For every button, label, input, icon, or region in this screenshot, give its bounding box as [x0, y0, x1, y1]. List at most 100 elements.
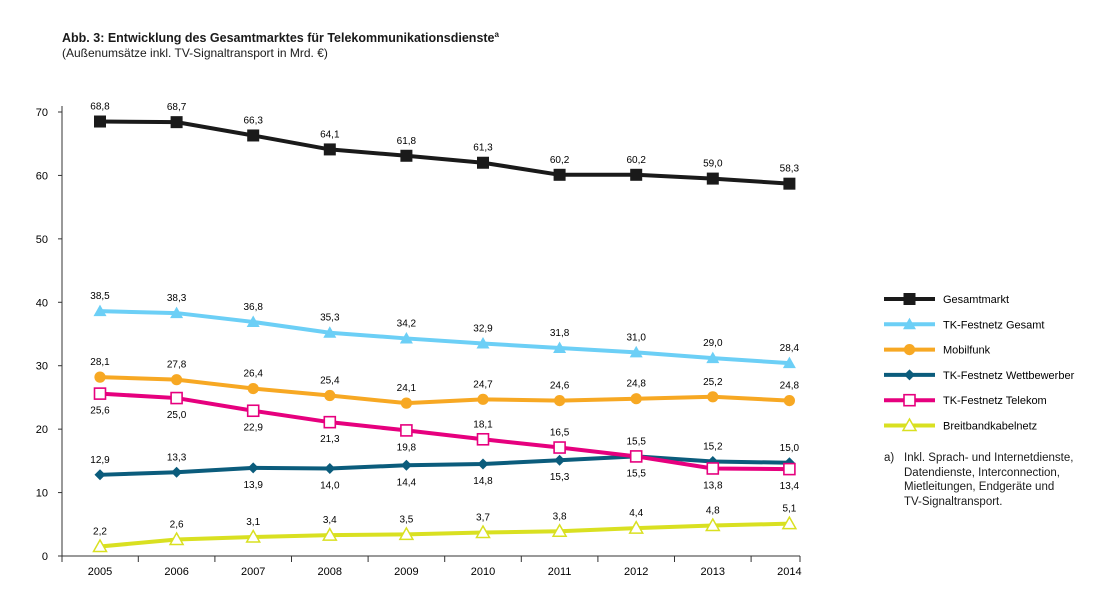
series-markers [92, 115, 798, 553]
data-label-mobilfunk: 25,4 [320, 376, 340, 387]
footnote-text: Inkl. Sprach- und Internetdienste, Daten… [904, 451, 1103, 509]
data-point-gesamtmarkt [706, 172, 719, 185]
y-tick-label: 60 [36, 170, 48, 182]
data-label-tk-festnetz-gesamt: 34,2 [397, 318, 417, 329]
data-point-gesamtmarkt [170, 116, 183, 129]
y-tick-label: 10 [36, 488, 48, 500]
chart-title: Abb. 3: Entwicklung des Gesamtmarktes fü… [62, 30, 499, 46]
data-point-tk-festnetz-gesamt [706, 351, 720, 364]
data-label-breitbandkabelnetz: 3,5 [399, 514, 413, 525]
data-point-tk-festnetz-gesamt [323, 326, 337, 338]
data-label-tk-festnetz-wettbewerber: 14,8 [473, 476, 493, 487]
data-label-tk-festnetz-telekom: 16,5 [550, 428, 570, 439]
data-label-gesamtmarkt: 61,8 [397, 136, 417, 147]
legend-item-tk-festnetz-wettbewerber: TK-Festnetz Wettbewerber [884, 369, 1075, 382]
data-point-breitbandkabelnetz [628, 520, 644, 534]
data-point-tk-festnetz-wettbewerber [554, 454, 566, 466]
data-label-breitbandkabelnetz: 3,8 [553, 511, 567, 522]
data-label-tk-festnetz-telekom: 15,5 [626, 468, 646, 479]
data-point-gesamtmarkt [400, 149, 413, 162]
data-point-tk-festnetz-gesamt [93, 304, 107, 317]
series-line-gesamtmarkt [98, 119, 792, 186]
x-tick-label: 2013 [701, 566, 725, 578]
data-point-tk-festnetz-telekom [400, 424, 413, 437]
data-label-breitbandkabelnetz: 2,6 [170, 520, 184, 531]
data-label-tk-festnetz-gesamt: 38,3 [167, 293, 187, 304]
data-label-mobilfunk: 24,1 [397, 383, 417, 394]
legend-label: Breitbandkabelnetz [943, 421, 1037, 433]
legend-item-breitbandkabelnetz: Breitbandkabelnetz [884, 417, 1037, 433]
data-label-mobilfunk: 27,8 [167, 360, 187, 371]
data-label-gesamtmarkt: 59,0 [703, 159, 723, 170]
data-point-breitbandkabelnetz [475, 524, 491, 539]
data-label-tk-festnetz-gesamt: 31,0 [626, 332, 646, 343]
y-tick-label: 30 [36, 361, 48, 373]
chart-subtitle: (Außenumsätze inkl. TV-Signaltransport i… [62, 46, 328, 60]
data-label-mobilfunk: 24,7 [473, 379, 493, 390]
data-label-tk-festnetz-wettbewerber: 14,4 [397, 477, 417, 488]
data-label-tk-festnetz-wettbewerber: 14,0 [320, 480, 340, 491]
data-label-mobilfunk: 24,6 [550, 381, 570, 392]
data-point-mobilfunk [400, 397, 412, 409]
data-point-breitbandkabelnetz [168, 531, 185, 546]
data-label-tk-festnetz-wettbewerber: 13,9 [243, 480, 263, 491]
legend-label: TK-Festnetz Telekom [943, 395, 1047, 407]
data-point-tk-festnetz-wettbewerber [477, 458, 489, 470]
footnote-line: Datendienste, Interconnection, [904, 466, 1060, 479]
data-label-gesamtmarkt: 61,3 [473, 143, 493, 154]
data-point-tk-festnetz-telekom [93, 387, 107, 400]
data-label-mobilfunk: 25,2 [703, 377, 723, 388]
data-point-mobilfunk [324, 389, 336, 402]
data-label-tk-festnetz-gesamt: 32,9 [473, 324, 493, 335]
data-point-breitbandkabelnetz [705, 517, 721, 532]
legend-marker [904, 369, 915, 381]
y-tick-label: 0 [42, 551, 48, 563]
data-point-gesamtmarkt [323, 143, 336, 156]
footnote-line: TV-Signaltransport. [904, 495, 1003, 508]
data-point-mobilfunk [171, 374, 183, 386]
data-point-mobilfunk [477, 393, 489, 405]
data-point-gesamtmarkt [553, 168, 566, 181]
legend-item-tk-festnetz-gesamt: TK-Festnetz Gesamt [884, 317, 1044, 331]
data-label-gesamtmarkt: 64,1 [320, 129, 340, 140]
x-tick-label: 2008 [318, 566, 342, 578]
data-point-gesamtmarkt [247, 129, 260, 142]
data-point-gesamtmarkt [630, 168, 643, 181]
data-point-breitbandkabelnetz [322, 527, 338, 541]
data-point-mobilfunk [554, 395, 566, 407]
data-point-gesamtmarkt [94, 115, 106, 128]
data-point-tk-festnetz-telekom [246, 404, 260, 418]
y-tick-label: 40 [36, 297, 48, 309]
data-label-tk-festnetz-telekom: 25,6 [90, 406, 110, 417]
legend-marker [903, 344, 916, 356]
data-point-tk-festnetz-telekom [783, 462, 796, 476]
data-label-tk-festnetz-gesamt: 28,4 [780, 343, 800, 354]
data-label-tk-festnetz-telekom: 13,8 [703, 480, 723, 491]
data-point-tk-festnetz-gesamt [553, 341, 567, 353]
legend-marker [901, 417, 918, 432]
data-label-breitbandkabelnetz: 5,1 [782, 504, 796, 515]
data-point-tk-festnetz-gesamt [629, 345, 643, 358]
axes: 0 10 20 30 40 50 60 70 2005 2006 2007 2008 2009 2010 2… [36, 106, 802, 578]
data-point-breitbandkabelnetz [92, 538, 108, 553]
series-line-tk-festnetz-telekom [98, 391, 792, 472]
data-point-breitbandkabelnetz [551, 523, 568, 538]
x-tick-label: 2010 [471, 566, 495, 578]
data-label-tk-festnetz-gesamt: 38,5 [90, 291, 110, 302]
data-point-breitbandkabelnetz [398, 526, 415, 541]
data-label-gesamtmarkt: 68,7 [167, 102, 187, 113]
data-point-tk-festnetz-wettbewerber [400, 459, 412, 471]
data-point-tk-festnetz-gesamt [246, 315, 260, 327]
data-point-tk-festnetz-wettbewerber [171, 466, 183, 478]
x-tick-label: 2007 [241, 566, 265, 578]
legend-label: Gesamtmarkt [943, 294, 1009, 306]
x-tick-label: 2011 [548, 566, 572, 578]
data-label-tk-festnetz-telekom: 22,9 [243, 423, 263, 434]
data-point-mobilfunk [247, 382, 259, 395]
data-point-mobilfunk [707, 391, 719, 403]
footnote-line: Mietleitungen, Endgeräte und [904, 481, 1055, 493]
data-label-tk-festnetz-telekom: 19,8 [397, 442, 417, 453]
series-line-tk-festnetz-gesamt [98, 309, 792, 366]
legend-marker [903, 393, 916, 407]
data-point-tk-festnetz-wettbewerber [94, 469, 106, 481]
